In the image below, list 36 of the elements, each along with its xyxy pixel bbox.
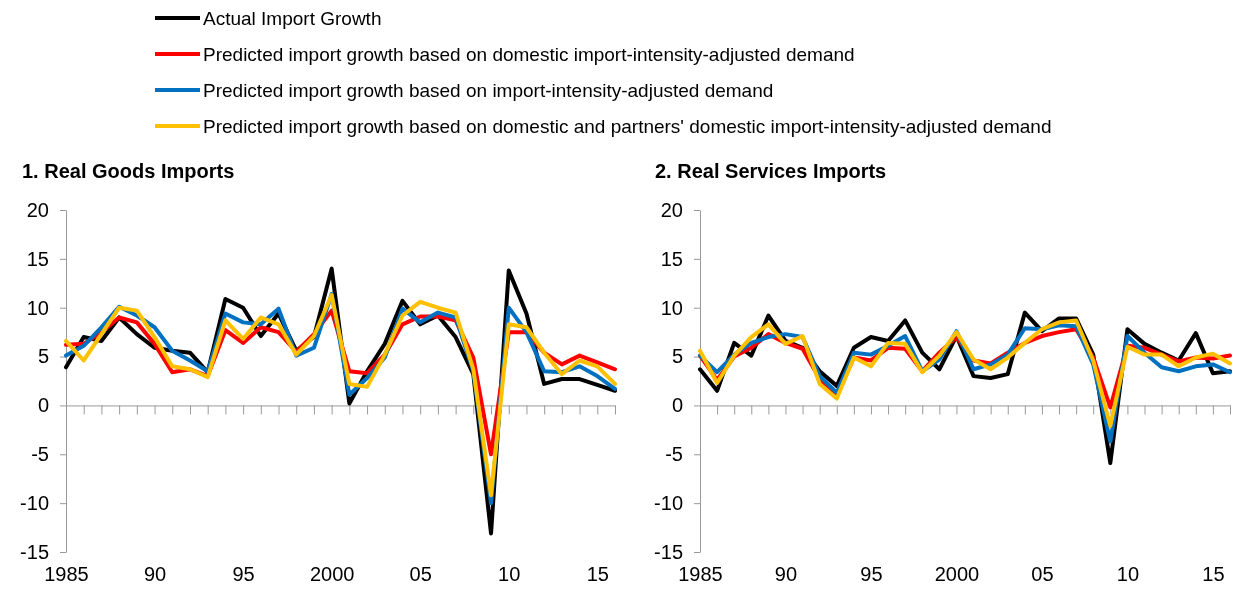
x-tick-label: 2000 [934,563,980,585]
y-tick-label: 15 [26,247,49,270]
legend-label: Predicted import growth based on import-intensity-adjusted demand [203,80,774,101]
y-tick-label: 10 [660,296,683,319]
y-tick-label: 15 [660,247,683,270]
x-tick-label: 90 [774,563,798,585]
y-tick-label: 5 [671,345,683,368]
chart-title: 1. Real Goods Imports [22,160,235,182]
x-tick-label: 1985 [678,563,723,585]
legend-label: Actual Import Growth [203,8,382,29]
x-tick-label: 05 [409,563,432,585]
y-tick-label: 0 [671,394,683,417]
x-tick-label: 95 [860,563,883,585]
y-tick-label: -15 [654,540,683,563]
y-tick-label: 0 [37,394,49,417]
legend-label: Predicted import growth based on domestic and partners' domestic import-intensity-adjusted demand [203,116,1052,137]
x-tick-label: 15 [586,563,609,585]
y-tick-label: -10 [20,492,49,515]
y-tick-label: 20 [26,198,49,221]
x-tick-label: 10 [1116,563,1140,585]
x-tick-label: 95 [232,563,255,585]
y-tick-label: -5 [665,443,683,466]
y-tick-label: 5 [37,345,49,368]
x-tick-label: 15 [1202,563,1225,585]
y-tick-label: 20 [660,198,683,221]
y-tick-label: -5 [31,443,49,466]
y-tick-label: -15 [20,540,49,563]
x-tick-label: 05 [1031,563,1054,585]
chart-title: 2. Real Services Imports [655,160,887,182]
y-tick-label: -10 [654,492,683,515]
x-tick-label: 10 [498,563,521,585]
x-tick-label: 1985 [44,563,89,585]
y-tick-label: 10 [26,296,49,319]
legend-label: Predicted import growth based on domestic import-intensity-adjusted demand [203,44,855,65]
x-tick-label: 90 [143,563,167,585]
x-tick-label: 2000 [309,563,355,585]
